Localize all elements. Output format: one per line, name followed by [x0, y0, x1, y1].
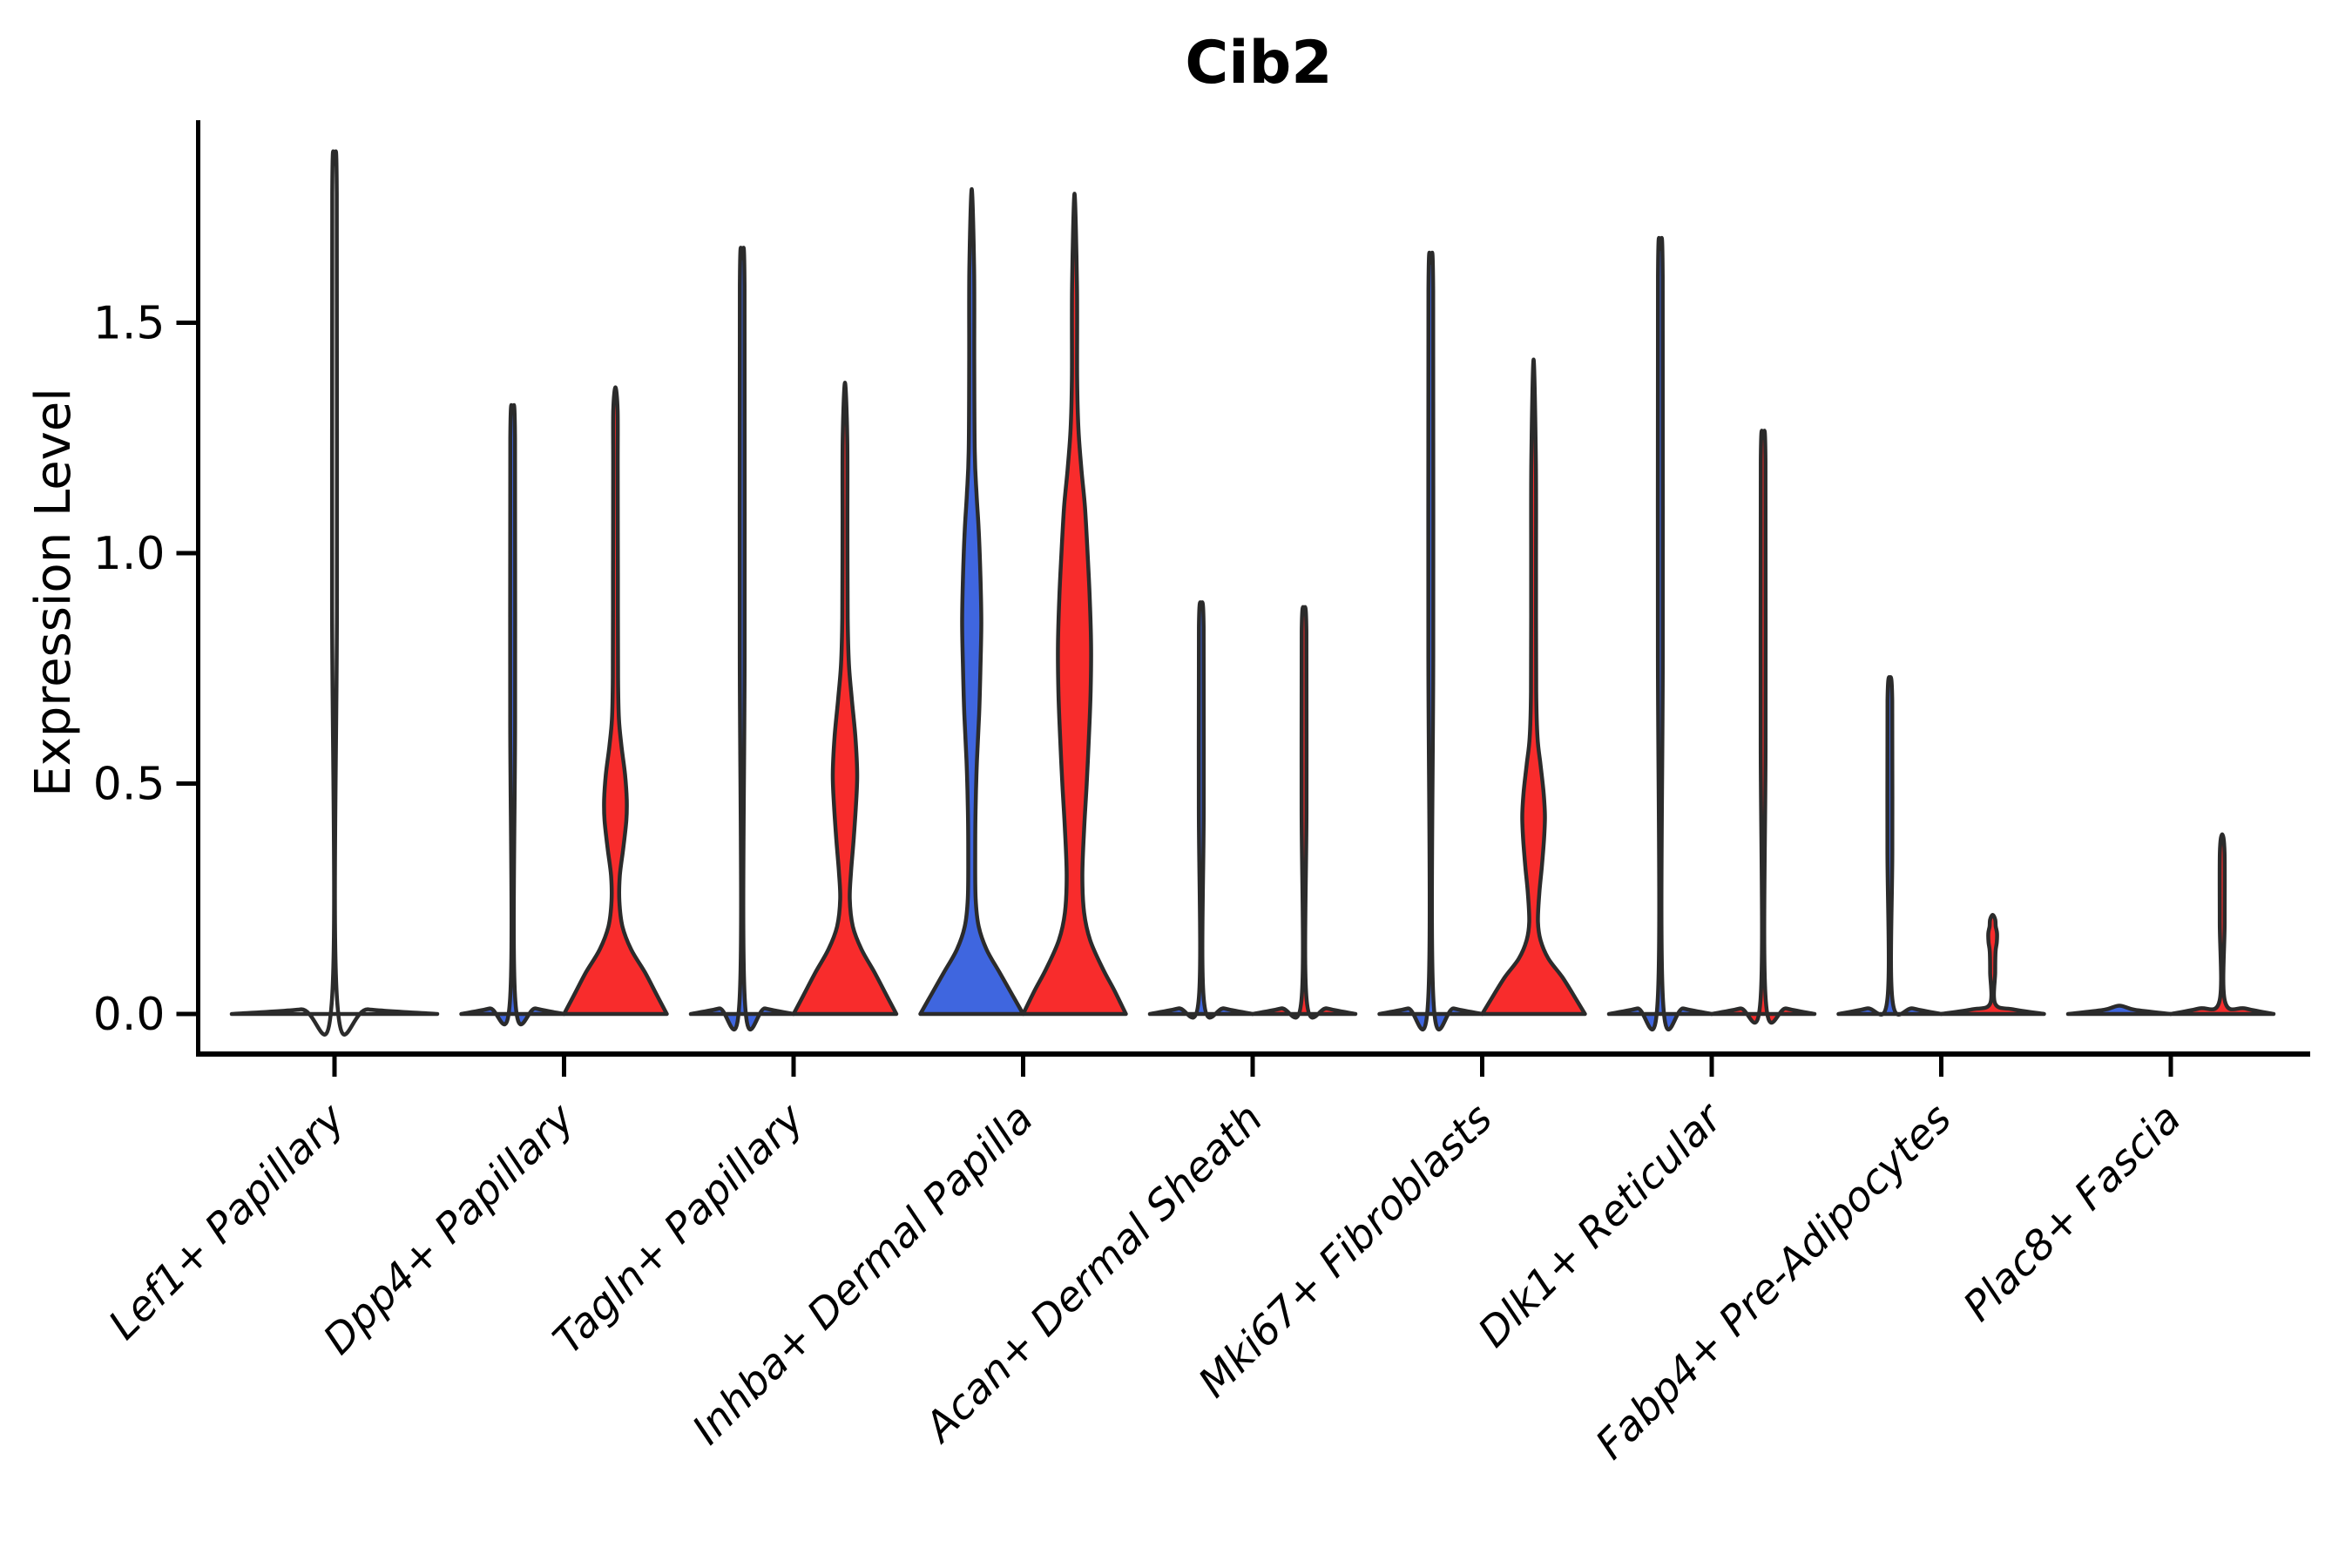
violin-4-left: [1147, 600, 1255, 1020]
violin-layer: [229, 149, 2276, 1037]
violin-3-right: [1021, 192, 1128, 1017]
violin-7-right: [1939, 913, 2046, 1017]
violin-2-left: [688, 246, 796, 1031]
x-tick-label: Dpp4+ Papillary: [314, 1094, 585, 1364]
x-tick-label: Lef1+ Papillary: [99, 1094, 355, 1349]
violin-7-left: [1836, 675, 1943, 1017]
violin-6-left: [1606, 235, 1714, 1031]
violin-5-left: [1377, 250, 1484, 1031]
violin-3-left: [918, 186, 1025, 1017]
violin-8-right: [2168, 832, 2276, 1017]
violin-6-right: [1709, 429, 1817, 1025]
x-tick-label: Plac8+ Fascia: [1954, 1095, 2190, 1331]
violin-5-right: [1480, 357, 1587, 1017]
x-tick-label: Tagln+ Papillary: [544, 1094, 814, 1364]
y-tick-label: 0.0: [93, 989, 166, 1041]
plot-title: Cib2: [1185, 29, 1332, 98]
y-tick-label: 0.5: [93, 759, 166, 811]
y-axis-label: Expression Level: [25, 388, 82, 797]
violin-2-right: [791, 381, 899, 1017]
violin-1-left: [459, 402, 566, 1027]
violin-0-full: [229, 149, 440, 1037]
y-tick-label: 1.5: [93, 298, 166, 350]
violin-4-right: [1250, 605, 1358, 1020]
violin-8-left: [2065, 1004, 2173, 1017]
y-tick-label: 1.0: [93, 528, 166, 580]
x-tick-label: Dlk1+ Reticular: [1470, 1093, 1734, 1357]
violin-1-right: [562, 385, 669, 1017]
